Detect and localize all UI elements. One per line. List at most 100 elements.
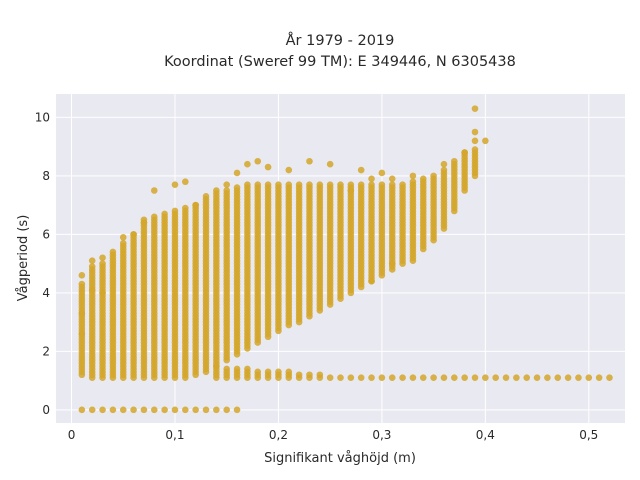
data-point — [368, 175, 375, 183]
data-point — [78, 280, 86, 288]
data-point — [399, 181, 406, 188]
x-tick-label: 0,1 — [165, 428, 184, 442]
data-point — [409, 257, 417, 264]
data-point — [223, 187, 230, 194]
data-point — [357, 181, 365, 188]
data-point — [471, 137, 479, 145]
data-point — [244, 181, 251, 188]
data-point — [171, 181, 179, 188]
data-point — [440, 160, 448, 168]
data-point — [285, 166, 293, 174]
y-axis-ticks: 0 2 4 6 8 10 — [35, 110, 50, 416]
data-point — [492, 374, 499, 381]
data-point — [306, 157, 313, 165]
data-point — [378, 374, 386, 381]
data-point — [409, 374, 417, 381]
data-point — [388, 181, 396, 188]
data-point — [213, 187, 220, 194]
data-point — [430, 172, 437, 180]
data-point — [88, 286, 96, 294]
data-point — [368, 277, 375, 285]
data-point — [419, 374, 427, 381]
data-point — [544, 374, 551, 381]
y-tick-label: 4 — [42, 286, 50, 300]
x-tick-label: 0,4 — [476, 428, 495, 442]
data-point — [119, 234, 127, 241]
x-tick-label: 0 — [68, 428, 76, 442]
data-point — [575, 374, 582, 381]
data-point — [606, 374, 613, 381]
data-point — [233, 365, 241, 373]
data-point — [430, 374, 437, 381]
data-point — [99, 406, 106, 414]
data-point — [182, 204, 189, 212]
data-point — [88, 263, 96, 270]
data-point — [368, 181, 375, 188]
data-point — [119, 406, 127, 414]
data-point — [295, 371, 303, 379]
x-tick-label: 0,3 — [372, 428, 391, 442]
data-point — [388, 175, 396, 183]
data-point — [254, 368, 262, 376]
data-point — [223, 365, 230, 373]
data-point — [254, 181, 262, 188]
data-point — [78, 272, 86, 279]
data-point — [451, 374, 458, 381]
data-point — [182, 178, 189, 186]
data-points — [78, 105, 613, 414]
data-point — [409, 178, 417, 186]
data-point — [99, 260, 106, 267]
data-point — [564, 374, 572, 381]
data-point — [337, 374, 344, 381]
data-point — [233, 184, 241, 191]
data-point — [357, 166, 365, 174]
data-point — [182, 406, 189, 414]
x-tick-label: 0,2 — [269, 428, 288, 442]
data-point — [223, 181, 230, 188]
data-point — [461, 374, 468, 381]
data-point — [119, 239, 127, 247]
data-point — [213, 406, 220, 414]
data-point — [202, 193, 210, 200]
y-tick-label: 0 — [42, 403, 50, 417]
data-point — [254, 157, 262, 165]
data-point — [88, 406, 96, 414]
data-point — [223, 406, 230, 414]
x-tick-label: 0,5 — [579, 428, 598, 442]
data-point — [326, 160, 334, 168]
data-point — [399, 374, 406, 381]
data-point — [192, 406, 199, 414]
data-point — [150, 213, 158, 221]
data-point — [78, 310, 86, 317]
data-point — [78, 406, 86, 414]
data-point — [595, 374, 603, 381]
x-axis-title: Signifikant våghöjd (m) — [264, 451, 416, 466]
data-point — [171, 207, 179, 215]
data-point — [275, 368, 282, 376]
data-point — [440, 374, 448, 381]
data-point — [482, 374, 489, 381]
data-point — [440, 166, 448, 174]
data-point — [109, 248, 117, 256]
data-point — [368, 374, 375, 381]
data-point — [585, 374, 593, 381]
data-point — [99, 254, 106, 262]
data-point — [171, 406, 179, 414]
data-point — [451, 157, 458, 165]
data-point — [471, 146, 479, 153]
y-tick-label: 10 — [35, 110, 50, 124]
data-point — [554, 374, 562, 381]
data-point — [326, 374, 334, 381]
data-point — [533, 374, 541, 381]
data-point — [130, 406, 137, 414]
data-point — [347, 181, 355, 188]
y-axis-title: Vågperiod (s) — [16, 215, 31, 302]
data-point — [471, 128, 479, 136]
data-point — [202, 406, 210, 414]
data-point — [513, 374, 520, 381]
data-point — [378, 169, 386, 177]
data-point — [347, 374, 355, 381]
data-point — [471, 374, 479, 381]
data-point — [502, 374, 510, 381]
